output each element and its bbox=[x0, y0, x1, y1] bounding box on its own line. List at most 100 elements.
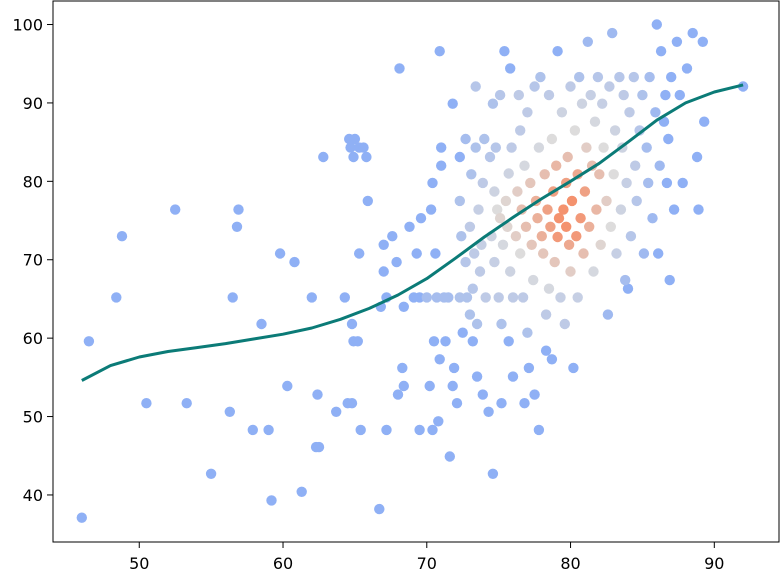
scatter-point bbox=[519, 398, 530, 409]
scatter-point bbox=[526, 239, 537, 250]
scatter-point bbox=[540, 345, 552, 356]
scatter-point bbox=[479, 133, 490, 145]
scatter-point bbox=[414, 424, 425, 436]
scatter-point bbox=[170, 204, 181, 215]
scatter-point bbox=[523, 362, 535, 374]
scatter-point bbox=[477, 177, 488, 189]
scatter-point bbox=[470, 81, 481, 92]
scatter-point bbox=[460, 133, 471, 145]
scatter-point bbox=[467, 283, 478, 294]
scatter-point bbox=[434, 46, 445, 57]
scatter-point bbox=[515, 125, 526, 136]
scatter-point bbox=[433, 416, 444, 427]
scatter-point bbox=[622, 283, 634, 294]
scatter-point bbox=[538, 248, 549, 259]
scatter-point bbox=[520, 221, 532, 232]
trend-line-layer bbox=[81, 83, 744, 382]
scatter-points bbox=[76, 19, 749, 523]
scatter-point bbox=[415, 213, 427, 224]
scatter-point bbox=[625, 231, 637, 242]
scatter-point bbox=[579, 186, 591, 197]
scatter-point bbox=[411, 248, 422, 259]
scatter-point bbox=[563, 239, 575, 250]
scatter-point bbox=[494, 89, 506, 101]
scatter-point bbox=[528, 274, 539, 286]
scatter-point bbox=[428, 336, 440, 347]
scatter-point bbox=[231, 221, 243, 232]
x-tick-label: 70 bbox=[417, 554, 437, 573]
scatter-point bbox=[624, 107, 635, 118]
scatter-point bbox=[457, 327, 468, 338]
y-axis-ticks: 40 50 60 70 80 90 100 bbox=[12, 16, 53, 505]
scatter-point bbox=[312, 389, 323, 400]
scatter-point bbox=[454, 195, 465, 207]
scatter-point bbox=[553, 213, 565, 224]
scatter-point bbox=[505, 63, 516, 74]
scatter-point bbox=[558, 204, 569, 215]
scatter-point bbox=[263, 424, 274, 436]
scatter-point bbox=[614, 71, 625, 83]
scatter-point bbox=[296, 486, 307, 497]
scatter-point bbox=[545, 221, 556, 232]
scatter-point bbox=[346, 398, 358, 409]
scatter-point bbox=[517, 292, 529, 303]
scatter-point bbox=[552, 231, 563, 243]
scatter-point bbox=[430, 248, 441, 259]
scatter-point bbox=[510, 231, 522, 242]
scatter-point bbox=[490, 142, 501, 153]
scatter-point bbox=[460, 256, 471, 268]
scatter-point bbox=[697, 36, 708, 47]
scatter-point bbox=[394, 63, 405, 74]
scatter-point bbox=[568, 362, 579, 374]
scatter-point bbox=[650, 107, 661, 118]
scatter-point bbox=[660, 89, 671, 101]
scatter-point bbox=[585, 89, 596, 101]
scatter-point bbox=[681, 63, 693, 74]
scatter-point bbox=[471, 371, 483, 382]
scatter-point bbox=[436, 142, 447, 153]
scatter-point bbox=[515, 248, 526, 259]
scatter-point bbox=[181, 398, 192, 409]
scatter-point bbox=[83, 336, 95, 347]
scatter-point bbox=[532, 213, 543, 224]
scatter-point bbox=[282, 380, 293, 392]
scatter-point bbox=[493, 292, 504, 303]
y-tick-label: 40 bbox=[23, 486, 43, 505]
scatter-point bbox=[500, 195, 512, 207]
scatter-point bbox=[339, 292, 350, 303]
y-tick-label: 80 bbox=[23, 172, 43, 191]
scatter-point bbox=[543, 89, 555, 101]
scatter-point bbox=[546, 354, 558, 365]
scatter-point bbox=[582, 36, 593, 47]
scatter-point bbox=[594, 169, 605, 180]
scatter-point bbox=[391, 256, 402, 268]
scatter-point bbox=[352, 336, 363, 347]
scatter-point bbox=[387, 231, 398, 242]
scatter-point bbox=[425, 204, 437, 215]
scatter-point bbox=[693, 204, 704, 215]
scatter-point bbox=[454, 151, 465, 163]
scatter-point bbox=[489, 256, 500, 268]
scatter-point bbox=[691, 151, 703, 163]
scatter-point bbox=[256, 318, 267, 330]
scatter-point bbox=[552, 46, 563, 57]
scatter-point bbox=[467, 336, 478, 347]
y-tick-label: 50 bbox=[23, 408, 43, 427]
scatter-point bbox=[355, 424, 366, 436]
scatter-point bbox=[655, 46, 667, 57]
scatter-point bbox=[358, 142, 369, 153]
scatter-point bbox=[470, 142, 481, 153]
trend-line bbox=[81, 83, 744, 382]
scatter-point bbox=[471, 318, 483, 330]
scatter-point bbox=[507, 371, 519, 382]
scatter-point bbox=[354, 248, 365, 259]
scatter-point bbox=[551, 160, 562, 171]
scatter-point bbox=[111, 292, 122, 303]
scatter-point bbox=[578, 248, 589, 259]
scatter-point bbox=[427, 177, 438, 189]
scatter-point bbox=[454, 292, 465, 303]
scatter-point bbox=[424, 380, 435, 392]
scatter-point bbox=[480, 292, 491, 303]
scatter-point bbox=[318, 151, 329, 163]
scatter-point bbox=[608, 169, 619, 180]
